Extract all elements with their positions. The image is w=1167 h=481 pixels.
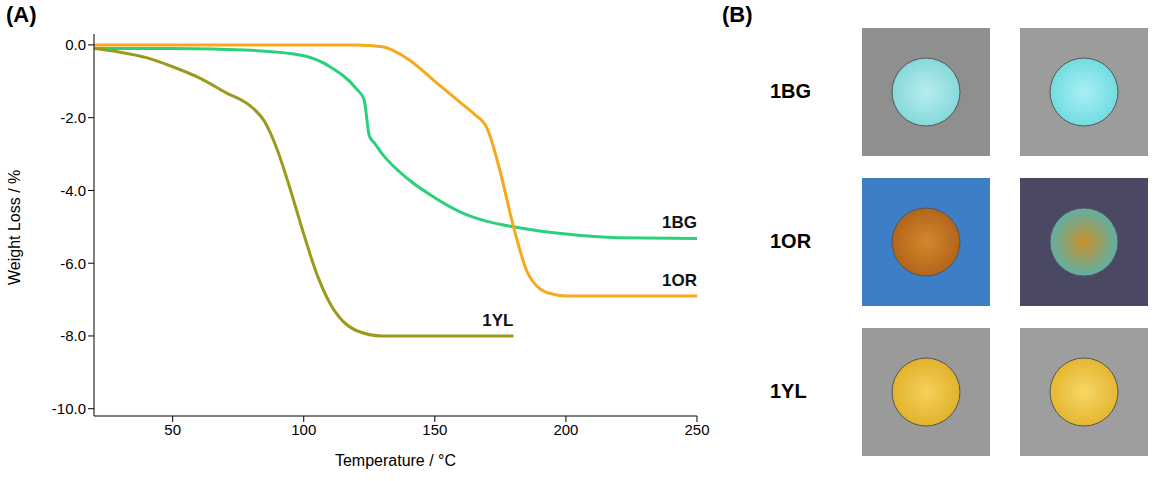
svg-text:100: 100: [291, 421, 316, 438]
svg-text:50: 50: [164, 421, 181, 438]
svg-text:-6.0: -6.0: [60, 255, 86, 272]
html-text:1OR: 1OR: [770, 230, 812, 252]
svg-text:1YL: 1YL: [482, 311, 513, 330]
svg-text:-8.0: -8.0: [60, 327, 86, 344]
svg-text:Temperature / °C: Temperature / °C: [335, 452, 456, 469]
html-text:1YL: 1YL: [770, 380, 807, 402]
svg-text:-4.0: -4.0: [60, 182, 86, 199]
html-text:(B): (B): [722, 2, 753, 27]
svg-text:-10.0: -10.0: [52, 400, 86, 417]
svg-text:1BG: 1BG: [662, 213, 697, 232]
svg-text:-2.0: -2.0: [60, 109, 86, 126]
svg-text:0.0: 0.0: [65, 36, 86, 53]
svg-text:200: 200: [553, 421, 578, 438]
svg-text:1OR: 1OR: [662, 271, 697, 290]
html-text:(A): (A): [6, 2, 37, 27]
svg-text:Weight Loss / %: Weight Loss / %: [6, 170, 23, 285]
html-text:1BG: 1BG: [770, 80, 812, 102]
svg-text:150: 150: [422, 421, 447, 438]
svg-text:250: 250: [684, 421, 709, 438]
